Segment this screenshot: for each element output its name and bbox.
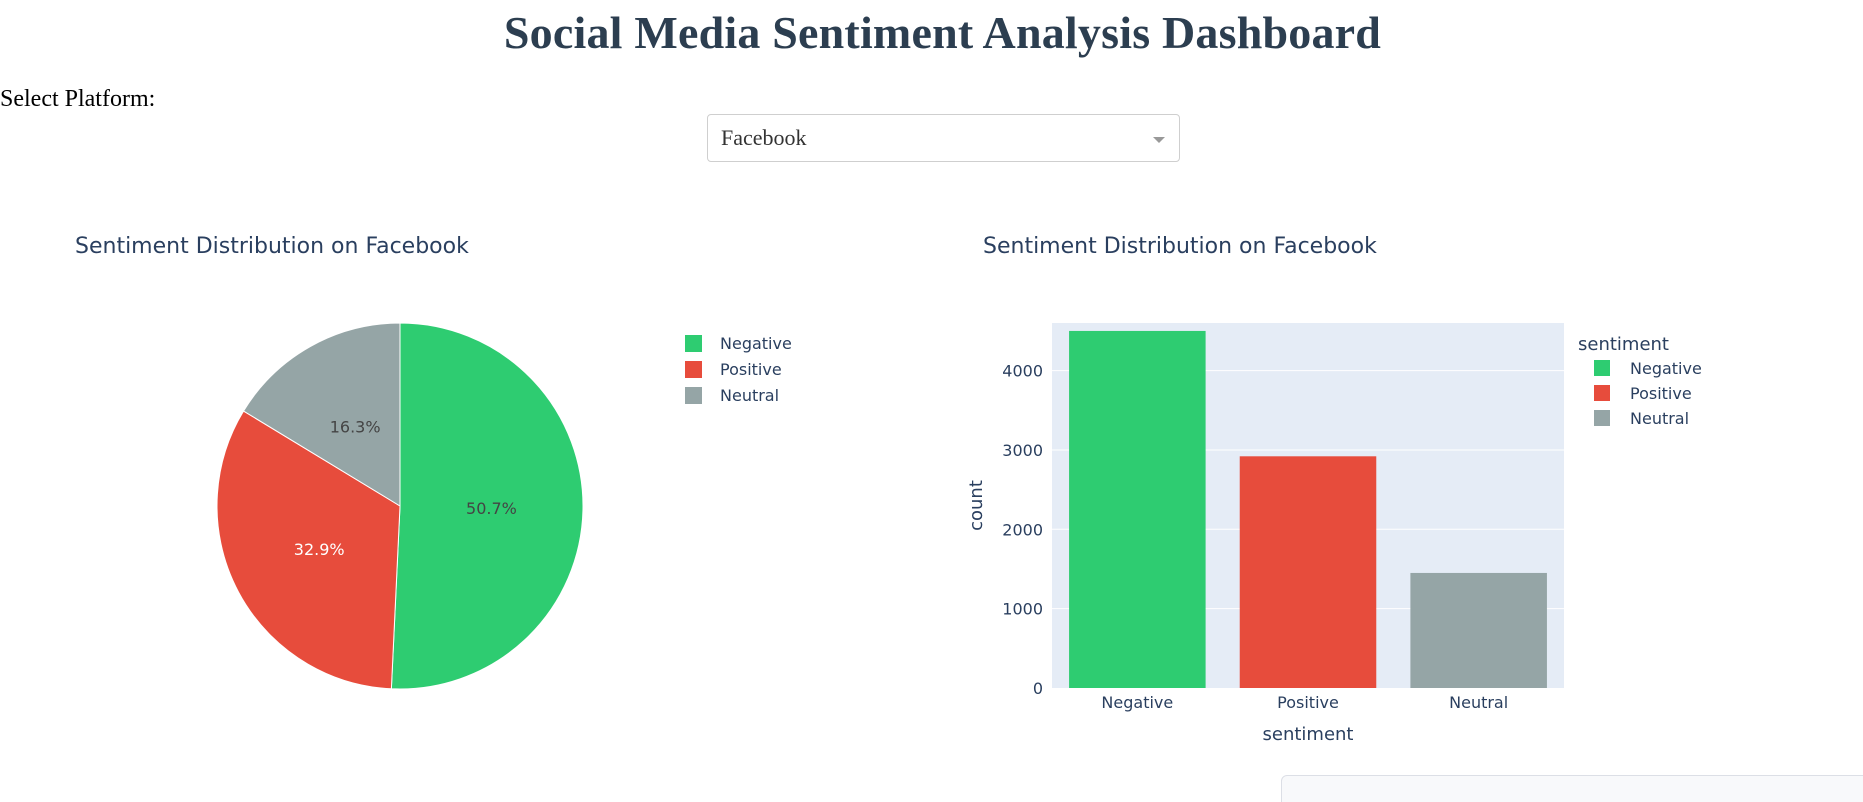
bar-neutral[interactable] xyxy=(1410,572,1547,688)
platform-label: Select Platform: xyxy=(0,86,156,112)
bar-negative[interactable] xyxy=(1069,330,1206,688)
bar-legend-label[interactable]: Negative xyxy=(1630,359,1702,378)
pie-slice-neutral[interactable] xyxy=(242,322,401,507)
pie-legend-label[interactable]: Negative xyxy=(720,334,792,353)
y-tick-label: 3000 xyxy=(1002,441,1043,460)
y-tick-label: 1000 xyxy=(1002,600,1043,619)
bottom-panel xyxy=(1281,775,1863,802)
x-tick-label: Positive xyxy=(1277,693,1339,712)
x-tick-label: Negative xyxy=(1101,693,1173,712)
x-axis-label: sentiment xyxy=(1263,724,1354,745)
y-tick-label: 0 xyxy=(1033,679,1043,698)
pie-slice-label: 50.7% xyxy=(466,499,517,518)
pie-chart: 50.7% 32.9% 16.3% Negative Positive Neutral xyxy=(216,322,792,690)
y-axis-label: count xyxy=(966,480,987,531)
pie-legend-label[interactable]: Neutral xyxy=(720,386,779,405)
platform-dropdown-value: Facebook xyxy=(721,125,807,150)
pie-slice-label: 16.3% xyxy=(330,417,381,436)
page-title: Social Media Sentiment Analysis Dashboar… xyxy=(503,7,1382,58)
pie-legend-label[interactable]: Positive xyxy=(720,360,782,379)
y-tick-label: 2000 xyxy=(1002,520,1043,539)
bar-legend-swatch[interactable] xyxy=(1594,385,1610,401)
pie-legend-swatch[interactable] xyxy=(685,361,702,378)
bar-legend-label[interactable]: Neutral xyxy=(1630,409,1689,428)
bar-legend-title: sentiment xyxy=(1578,334,1669,355)
bar-legend-swatch[interactable] xyxy=(1594,410,1610,426)
bar-chart: 0 1000 2000 3000 4000 Negative Positive Neutral… xyxy=(966,323,1702,745)
bar-legend-swatch[interactable] xyxy=(1594,360,1610,376)
x-tick-label: Neutral xyxy=(1449,693,1508,712)
pie-chart-title: Sentiment Distribution on Facebook xyxy=(75,234,469,259)
chevron-down-icon[interactable] xyxy=(1153,137,1165,143)
pie-slice-label: 32.9% xyxy=(294,540,345,559)
pie-legend-swatch[interactable] xyxy=(685,387,702,404)
pie-legend-swatch[interactable] xyxy=(685,335,702,352)
bar-positive[interactable] xyxy=(1239,456,1377,688)
platform-dropdown[interactable]: Facebook xyxy=(707,114,1180,162)
y-tick-label: 4000 xyxy=(1002,362,1043,381)
pie-slice-negative[interactable] xyxy=(390,322,584,690)
pie-slice-positive[interactable] xyxy=(216,410,401,690)
bar-legend-label[interactable]: Positive xyxy=(1630,384,1692,403)
bar-chart-title: Sentiment Distribution on Facebook xyxy=(983,234,1377,259)
